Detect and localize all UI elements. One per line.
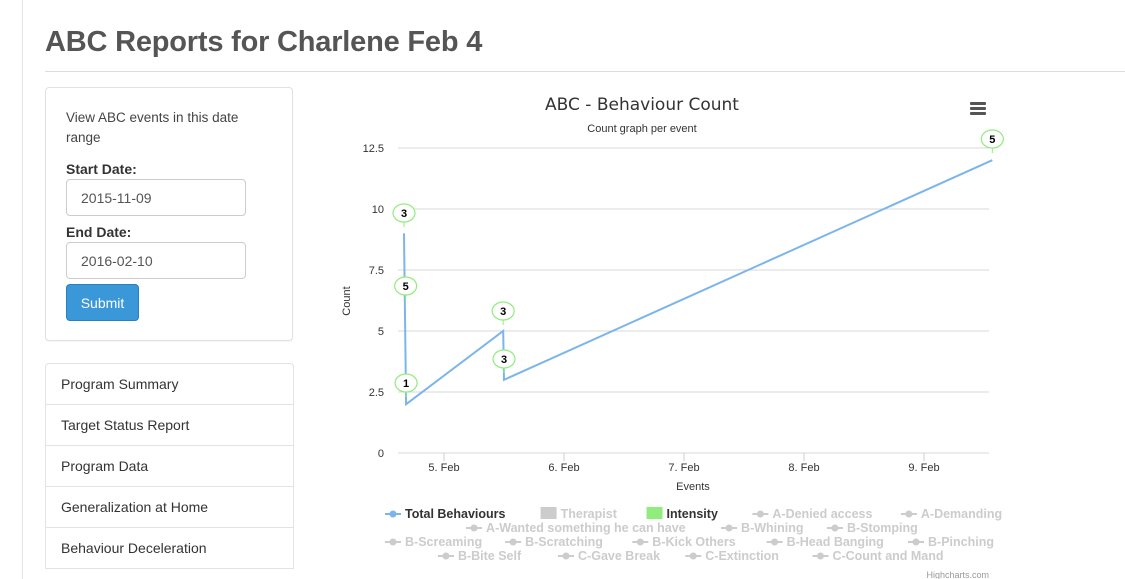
submit-button[interactable]: Submit	[66, 284, 139, 321]
legend-symbol-marker	[470, 524, 478, 532]
legend-item-label: C-Count and Mand	[832, 549, 943, 563]
y-tick-label: 7.5	[369, 265, 384, 277]
start-date-label: Start Date:	[66, 161, 137, 177]
series-line-total-behaviours	[403, 159, 993, 407]
legend-symbol-marker	[771, 538, 779, 546]
report-nav: Program Summary Target Status Report Pro…	[45, 363, 294, 569]
y-tick-label: 12.5	[363, 143, 384, 155]
x-tick-label: 6. Feb	[548, 462, 579, 474]
legend-item-label: A-Denied access	[772, 507, 872, 521]
chart-subtitle: Count graph per event	[587, 123, 696, 135]
end-date-label: End Date:	[66, 224, 132, 240]
legend-symbol	[540, 507, 557, 519]
x-tick-label: 9. Feb	[908, 462, 939, 474]
legend-symbol-marker	[689, 552, 697, 560]
title-divider	[45, 71, 1125, 72]
legend-symbol-marker	[831, 524, 839, 532]
legend-symbol-marker	[725, 524, 733, 532]
intensity-flag	[394, 373, 418, 393]
legend-item-label: B-Head Banging	[787, 535, 884, 549]
legend-symbol-marker	[389, 538, 397, 546]
legend-symbol-marker	[389, 510, 397, 518]
x-tick-label: 8. Feb	[788, 462, 819, 474]
legend-item-label: B-Bite Self	[458, 549, 522, 563]
legend-item-label: A-Demanding	[921, 507, 1002, 521]
date-range-panel: View ABC events in this date range Start…	[45, 87, 293, 341]
legend-symbol-marker	[562, 552, 570, 560]
legend-item-label: Total Behaviours	[405, 507, 506, 521]
y-tick-label: 2.5	[369, 387, 384, 399]
y-axis-title: Count	[341, 286, 353, 315]
intensity-flag	[394, 276, 418, 296]
legend-symbol	[646, 507, 663, 519]
nav-item-generalization-at-home[interactable]: Generalization at Home	[46, 487, 293, 528]
y-tick-label: 0	[378, 448, 384, 460]
x-tick-label: 5. Feb	[428, 462, 459, 474]
intensity-flag	[491, 301, 515, 321]
legend-symbol-marker	[509, 538, 517, 546]
legend-item-label: B-Whining	[741, 521, 803, 535]
legend-symbol-marker	[816, 552, 824, 560]
legend-item-label: A-Wanted something he can have	[486, 521, 686, 535]
intensity-flag	[492, 349, 516, 369]
legend-symbol-marker	[912, 538, 920, 546]
chart-title: ABC - Behaviour Count	[545, 95, 739, 115]
intensity-flag-label: 5	[989, 134, 995, 146]
legend-item-label: C-Gave Break	[578, 549, 660, 563]
nav-item-target-status-report[interactable]: Target Status Report	[46, 405, 293, 446]
intensity-flag-label: 3	[501, 354, 507, 366]
chart-credits: Highcharts.com	[926, 570, 989, 579]
legend-item-label: Intensity	[667, 507, 718, 521]
intensity-flag	[392, 203, 416, 223]
end-date-field[interactable]	[66, 242, 246, 279]
legend-symbol-marker	[905, 510, 913, 518]
nav-item-program-summary[interactable]: Program Summary	[46, 364, 293, 405]
legend-item-label: Therapist	[561, 507, 618, 521]
y-tick-label: 10	[372, 204, 384, 216]
nav-item-behaviour-deceleration[interactable]: Behaviour Deceleration	[46, 528, 293, 569]
legend-item-label: B-Screaming	[405, 535, 482, 549]
nav-item-program-data[interactable]: Program Data	[46, 446, 293, 487]
legend-item-label: B-Pinching	[928, 535, 994, 549]
left-border	[22, 0, 23, 579]
hamburger-menu-icon[interactable]	[970, 102, 986, 116]
legend-symbol-marker	[636, 538, 644, 546]
intensity-flag-label: 1	[403, 378, 409, 390]
page-title: ABC Reports for Charlene Feb 4	[45, 26, 483, 58]
start-date-field[interactable]	[66, 179, 246, 216]
intensity-flag-label: 3	[401, 208, 407, 220]
legend-symbol-marker	[442, 552, 450, 560]
intensity-flag-label: 3	[500, 306, 506, 318]
behaviour-count-chart: ABC - Behaviour Count Count graph per eve…	[330, 84, 1125, 579]
x-tick-label: 7. Feb	[668, 462, 699, 474]
x-axis-title: Events	[676, 481, 710, 493]
legend-item-label: B-Scratching	[525, 535, 603, 549]
legend-item-label: C-Extinction	[705, 549, 779, 563]
legend-item-label: B-Stomping	[847, 521, 918, 535]
y-tick-label: 5	[378, 326, 384, 338]
legend-item-label: B-Kick Others	[652, 535, 735, 549]
legend-symbol-marker	[756, 510, 764, 518]
chart-svg: ABC - Behaviour Count Count graph per eve…	[341, 95, 1004, 579]
intensity-flag	[980, 129, 1004, 149]
date-range-intro: View ABC events in this date range	[66, 110, 239, 145]
intensity-flag-label: 5	[403, 281, 409, 293]
